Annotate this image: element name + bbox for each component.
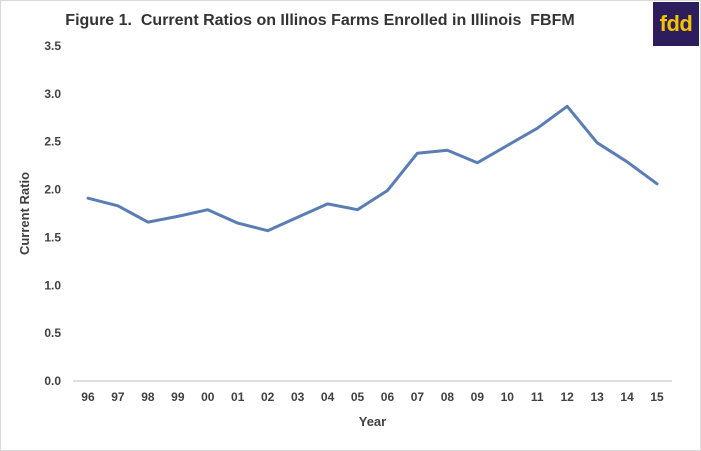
x-tick-label: 02 bbox=[261, 390, 275, 404]
x-tick-label: 08 bbox=[441, 390, 455, 404]
x-tick-label: 01 bbox=[231, 390, 245, 404]
x-tick-label: 14 bbox=[620, 390, 634, 404]
x-axis-label: Year bbox=[359, 414, 386, 429]
y-tick-label: 1.5 bbox=[44, 230, 61, 244]
y-tick-label: 1.0 bbox=[44, 278, 61, 292]
x-axis-ticks: 96 97 98 99 00 01 02 03 04 05 06 07 08 09 10 11 12 13 14 15 bbox=[81, 390, 664, 404]
x-tick-label: 13 bbox=[590, 390, 604, 404]
y-tick-label: 0.5 bbox=[44, 326, 61, 340]
y-tick-label: 2.0 bbox=[44, 183, 61, 197]
x-tick-label: 97 bbox=[111, 390, 125, 404]
x-tick-label: 05 bbox=[351, 390, 365, 404]
y-tick-label: 2.5 bbox=[44, 135, 61, 149]
y-tick-label: 3.5 bbox=[44, 39, 61, 53]
x-tick-label: 09 bbox=[471, 390, 485, 404]
y-tick-label: 0.0 bbox=[44, 374, 61, 388]
x-tick-label: 00 bbox=[201, 390, 215, 404]
fdd-logo: fdd bbox=[653, 2, 699, 46]
x-tick-label: 06 bbox=[381, 390, 395, 404]
x-tick-label: 07 bbox=[411, 390, 425, 404]
x-tick-label: 96 bbox=[81, 390, 95, 404]
series-group bbox=[86, 104, 659, 233]
x-tick-label: 04 bbox=[321, 390, 335, 404]
x-tick-label: 10 bbox=[501, 390, 515, 404]
y-axis-ticks: 0.0 0.5 1.0 1.5 2.0 2.5 3.0 3.5 bbox=[44, 39, 61, 388]
x-tick-label: 12 bbox=[560, 390, 574, 404]
x-tick-label: 99 bbox=[171, 390, 185, 404]
x-tick-label: 15 bbox=[650, 390, 664, 404]
x-tick-label: 98 bbox=[141, 390, 155, 404]
y-axis-label: Current Ratio bbox=[17, 172, 32, 255]
series-line-current-ratio bbox=[86, 104, 659, 233]
y-tick-label: 3.0 bbox=[44, 87, 61, 101]
x-tick-label: 11 bbox=[531, 390, 544, 404]
x-tick-label: 03 bbox=[291, 390, 305, 404]
chart-title: Figure 1. Current Ratios on Illinos Farm… bbox=[65, 12, 575, 29]
